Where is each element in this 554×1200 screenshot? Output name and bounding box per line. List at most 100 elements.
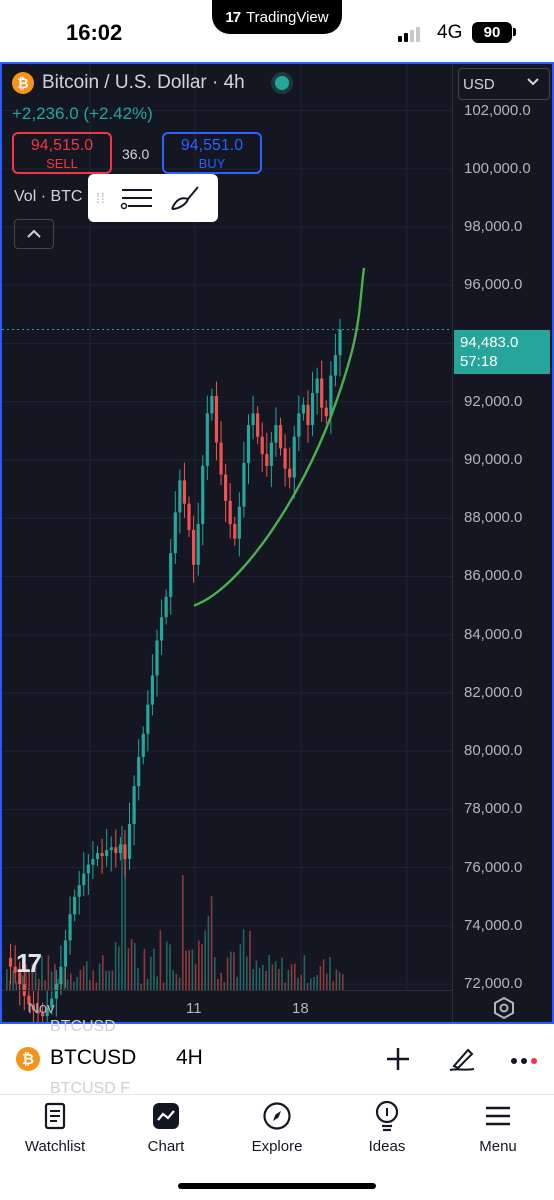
symbol-title: Bitcoin / U.S. Dollar · 4h: [42, 72, 245, 93]
buy-button[interactable]: 94,551.0 BUY: [162, 132, 262, 174]
currency-value: USD: [463, 75, 495, 93]
volume-bar: [310, 978, 312, 990]
candle-body: [306, 404, 310, 426]
volume-bar: [86, 961, 88, 990]
volume-bar: [111, 970, 114, 990]
price-tick: 88,000.0: [464, 509, 523, 527]
volume-bar: [313, 977, 315, 990]
brush-icon[interactable]: [168, 183, 204, 213]
drag-handle-icon[interactable]: ⁞⁞: [96, 190, 106, 206]
tradingview-watermark-icon: 17: [16, 948, 42, 978]
candle-body: [82, 873, 86, 886]
candle-body: [118, 844, 122, 854]
volume-bar: [95, 982, 98, 990]
watchlist-icon: [44, 1102, 66, 1130]
collapse-indicators-button[interactable]: [14, 219, 54, 249]
price-tick: 90,000.0: [464, 451, 523, 468]
symbol-header[interactable]: ₿ Bitcoin / U.S. Dollar · 4h: [12, 72, 289, 94]
volume-bar: [246, 956, 248, 990]
candle-body: [274, 425, 278, 443]
volume-bar: [121, 825, 123, 990]
candle-body: [164, 596, 168, 618]
candle-body: [251, 413, 255, 426]
line-settings-icon[interactable]: [120, 184, 154, 212]
tab-ideas[interactable]: Ideas: [342, 1100, 432, 1155]
volume-bar: [252, 969, 254, 990]
candle-body: [50, 998, 54, 1008]
candle-body: [205, 413, 209, 466]
candle-body: [297, 413, 301, 437]
drawing-toolbar[interactable]: ⁞⁞: [88, 174, 218, 222]
candle-body: [265, 454, 269, 466]
price-tick: 96,000.0: [464, 276, 523, 294]
volume-bar: [226, 957, 229, 990]
candle-body: [219, 442, 223, 475]
volume-label[interactable]: Vol · BTC: [14, 188, 83, 205]
candle-body: [182, 480, 187, 504]
candle-body: [338, 329, 342, 356]
volume-bar: [178, 977, 181, 990]
candle-body: [196, 524, 200, 565]
candle-body: [187, 503, 191, 530]
sell-button[interactable]: 94,515.0 SELL: [12, 132, 112, 174]
volume-bar: [207, 916, 210, 990]
tab-watchlist[interactable]: Watchlist: [10, 1100, 100, 1155]
status-bar: 16:02 17 TradingView 4G 90: [0, 0, 554, 62]
interval-selector[interactable]: 4H: [176, 1046, 203, 1069]
chart-settings-icon[interactable]: [492, 996, 516, 1020]
price-tick: 84,000.0: [464, 625, 523, 643]
bitcoin-icon: ₿: [16, 1047, 40, 1071]
candle-body: [73, 896, 77, 915]
volume-bar: [294, 963, 296, 990]
symbol-selector[interactable]: BTCUSD: [50, 1046, 137, 1069]
volume-bar: [127, 948, 130, 990]
more-icon[interactable]: [510, 1054, 538, 1068]
volume-bar: [242, 929, 245, 990]
candle-body: [233, 524, 237, 539]
pen-icon[interactable]: [448, 1044, 476, 1072]
volume-bar: [268, 954, 270, 990]
volume-bar: [217, 979, 219, 990]
volume-bar: [306, 982, 309, 990]
volume-bar: [63, 967, 66, 990]
lightbulb-icon: [375, 1100, 399, 1132]
price-tick: 82,000.0: [464, 683, 523, 701]
volume-bar: [9, 980, 11, 990]
candle-body: [22, 984, 26, 996]
plus-icon[interactable]: [385, 1046, 411, 1072]
tab-menu[interactable]: Menu: [453, 1100, 543, 1155]
candle-body: [324, 407, 328, 417]
volume-bar: [146, 978, 149, 990]
candle-body: [137, 757, 141, 787]
time-axis[interactable]: [2, 990, 452, 1022]
candle-body: [141, 733, 145, 758]
price-chart[interactable]: [2, 64, 552, 1022]
volume-bar: [265, 970, 267, 990]
candle-body: [256, 413, 260, 437]
candle-body: [214, 395, 219, 443]
tab-explore[interactable]: Explore: [232, 1100, 322, 1155]
volume-bar: [329, 957, 331, 990]
candle-body: [95, 853, 100, 859]
volume-bar: [230, 951, 232, 990]
volume-bar: [28, 969, 30, 990]
sell-price: 94,515.0: [30, 137, 94, 154]
volume-bar: [44, 980, 46, 990]
volume-bar: [57, 978, 59, 990]
volume-bar: [38, 978, 40, 990]
volume-bar: [25, 964, 27, 990]
tab-chart[interactable]: Chart: [121, 1100, 211, 1155]
candle-body: [301, 404, 305, 414]
chart-area[interactable]: ₿ Bitcoin / U.S. Dollar · 4h +2,236.0 (+…: [0, 62, 554, 1024]
buy-price: 94,551.0: [180, 137, 244, 154]
candle-body: [315, 378, 319, 394]
volume-bar: [175, 973, 178, 990]
ghost-symbol-bottom: BTCUSD F: [50, 1080, 130, 1097]
currency-select[interactable]: USD: [458, 68, 550, 100]
volume-bar: [210, 896, 213, 990]
candle-body: [191, 529, 196, 565]
candle-body: [224, 474, 228, 501]
candle-body: [146, 704, 150, 734]
candle-body: [333, 355, 338, 376]
price-axis-separator: [452, 64, 453, 1022]
